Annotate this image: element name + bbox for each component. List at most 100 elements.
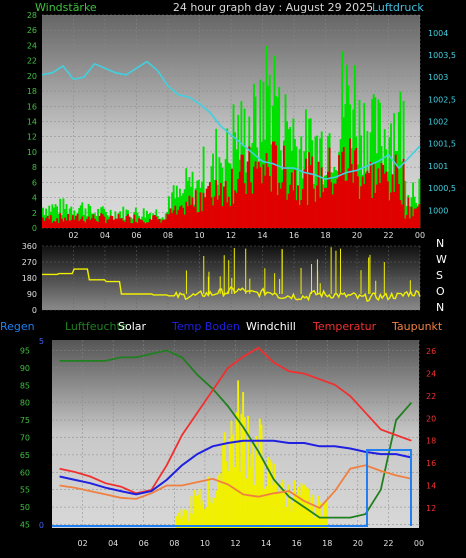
wind-avg-bar	[172, 210, 175, 228]
wind-avg-bar	[158, 218, 161, 228]
wind-y-tick-label: 2	[32, 209, 37, 218]
wind-avg-bar	[48, 219, 51, 228]
solar-bar	[250, 453, 253, 528]
wind-avg-bar	[116, 218, 118, 228]
wind-avg-bar	[388, 200, 391, 228]
humidity-y-tick-label: 85	[20, 381, 30, 390]
wind-avg-bar	[60, 218, 63, 228]
solar-bar	[262, 460, 265, 528]
wind-avg-bar	[84, 222, 87, 228]
legend-entry: Regen	[0, 320, 35, 333]
wind-avg-bar	[71, 215, 74, 228]
solar-bar	[180, 509, 183, 528]
solar-bar	[323, 504, 326, 528]
wind-avg-bar	[336, 178, 339, 228]
wind-avg-bar	[412, 216, 414, 228]
wind-avg-bar	[271, 141, 274, 228]
solar-bar	[235, 412, 238, 528]
wind-avg-bar	[105, 223, 107, 228]
humidity-y-tick-label: 80	[20, 399, 30, 408]
wind-gust-bar	[298, 149, 301, 228]
wind-avg-bar	[174, 205, 177, 228]
wind-gust-bar	[251, 143, 254, 228]
wind-gust-bar	[284, 94, 287, 228]
rain-y-tick-label: 5	[39, 337, 44, 346]
wind-gust-bar	[341, 51, 344, 229]
wind-gust-bar	[289, 126, 292, 228]
legend-entry: Temp Boden	[171, 320, 240, 333]
humidity-y-tick-label: 75	[20, 416, 30, 425]
solar-bar	[218, 472, 221, 528]
wind-avg-bar	[208, 182, 211, 228]
wind-avg-bar	[253, 166, 255, 228]
wind-gust-bar	[319, 138, 322, 228]
wind-avg-bar	[98, 216, 101, 228]
climate-x-tick-label: 20	[353, 539, 363, 548]
wind-avg-bar	[287, 193, 290, 228]
solar-bar	[247, 416, 250, 528]
wind-avg-bar	[290, 172, 293, 228]
solar-bar	[285, 507, 288, 528]
solar-bar	[233, 467, 236, 528]
wind-avg-bar	[325, 187, 328, 228]
climate-x-tick-label: 12	[230, 539, 240, 548]
wind-gust-bar	[363, 103, 366, 228]
wind-gust-bar	[79, 205, 82, 228]
wind-avg-bar	[360, 186, 363, 228]
wind-x-tick-label: 00	[415, 231, 425, 240]
wind-gust-bar	[65, 204, 68, 228]
wind-gust-bar	[215, 128, 218, 228]
pressure-line	[41, 60, 421, 181]
winddir-grid	[42, 245, 421, 311]
wind-gust-bar	[144, 217, 147, 228]
solar-bars	[175, 380, 328, 528]
solar-bar	[197, 494, 200, 528]
wind-gust-bar	[295, 146, 298, 228]
wind-gust-bar	[51, 204, 54, 228]
winddir-y-tick-label: 360	[22, 242, 37, 251]
legend-entry: Solar	[118, 320, 147, 333]
solar-bar	[290, 511, 293, 528]
solar-bar	[223, 432, 226, 528]
climate-x-tick-label: 06	[139, 539, 149, 548]
climate-x-tick-label: 18	[322, 539, 332, 548]
solar-bar	[227, 471, 230, 528]
wind-gust-bar	[78, 208, 81, 228]
wind-gust-bar	[235, 149, 238, 228]
solar-bar	[265, 486, 268, 528]
wind-avg-bar	[371, 197, 374, 228]
solar-bar	[297, 486, 300, 528]
header-right-label: Luftdruck	[372, 1, 424, 14]
pressure-y-tick-label: 1001,5	[428, 140, 456, 149]
wind-gust-bar	[300, 136, 303, 228]
wind-avg-bar	[320, 167, 323, 228]
wind-avg-bar	[185, 201, 188, 228]
wind-gust-bar	[84, 208, 87, 228]
wind-gust-bar	[145, 210, 148, 228]
humidity-y-axis-labels: 45 50 55 60 65 70 75 80 85 90 95	[20, 346, 30, 529]
wind-gust-bar	[212, 153, 214, 228]
wind-avg-bar	[177, 209, 180, 228]
solar-bar	[243, 416, 246, 528]
wind-avg-bar	[235, 192, 238, 228]
wind-y-tick-label: 28	[27, 11, 37, 20]
solar-bar	[248, 466, 251, 528]
wind-avg-bar	[51, 222, 54, 228]
solar-bar	[280, 483, 283, 528]
wind-avg-bar	[97, 222, 99, 228]
solar-bar	[267, 456, 270, 528]
wind-gust-bar	[286, 121, 288, 228]
wind-avg-bar	[65, 220, 68, 228]
wind-x-tick-label: 18	[320, 231, 330, 240]
wind-avg-bar	[344, 180, 347, 228]
wind-gust-bar	[397, 112, 400, 228]
wind-avg-bar	[92, 214, 95, 228]
wind-avg-bar	[43, 220, 46, 228]
pressure-y-tick-label: 1003,5	[428, 51, 456, 60]
solar-bar	[312, 494, 315, 528]
wind-avg-bar	[368, 173, 370, 228]
pressure-y-tick-label: 1002,5	[428, 95, 456, 104]
wind-avg-bar	[375, 184, 378, 228]
winddir-y-axis-labels: 0 90 180 270 360	[22, 242, 37, 315]
wind-avg-bar	[67, 213, 70, 228]
